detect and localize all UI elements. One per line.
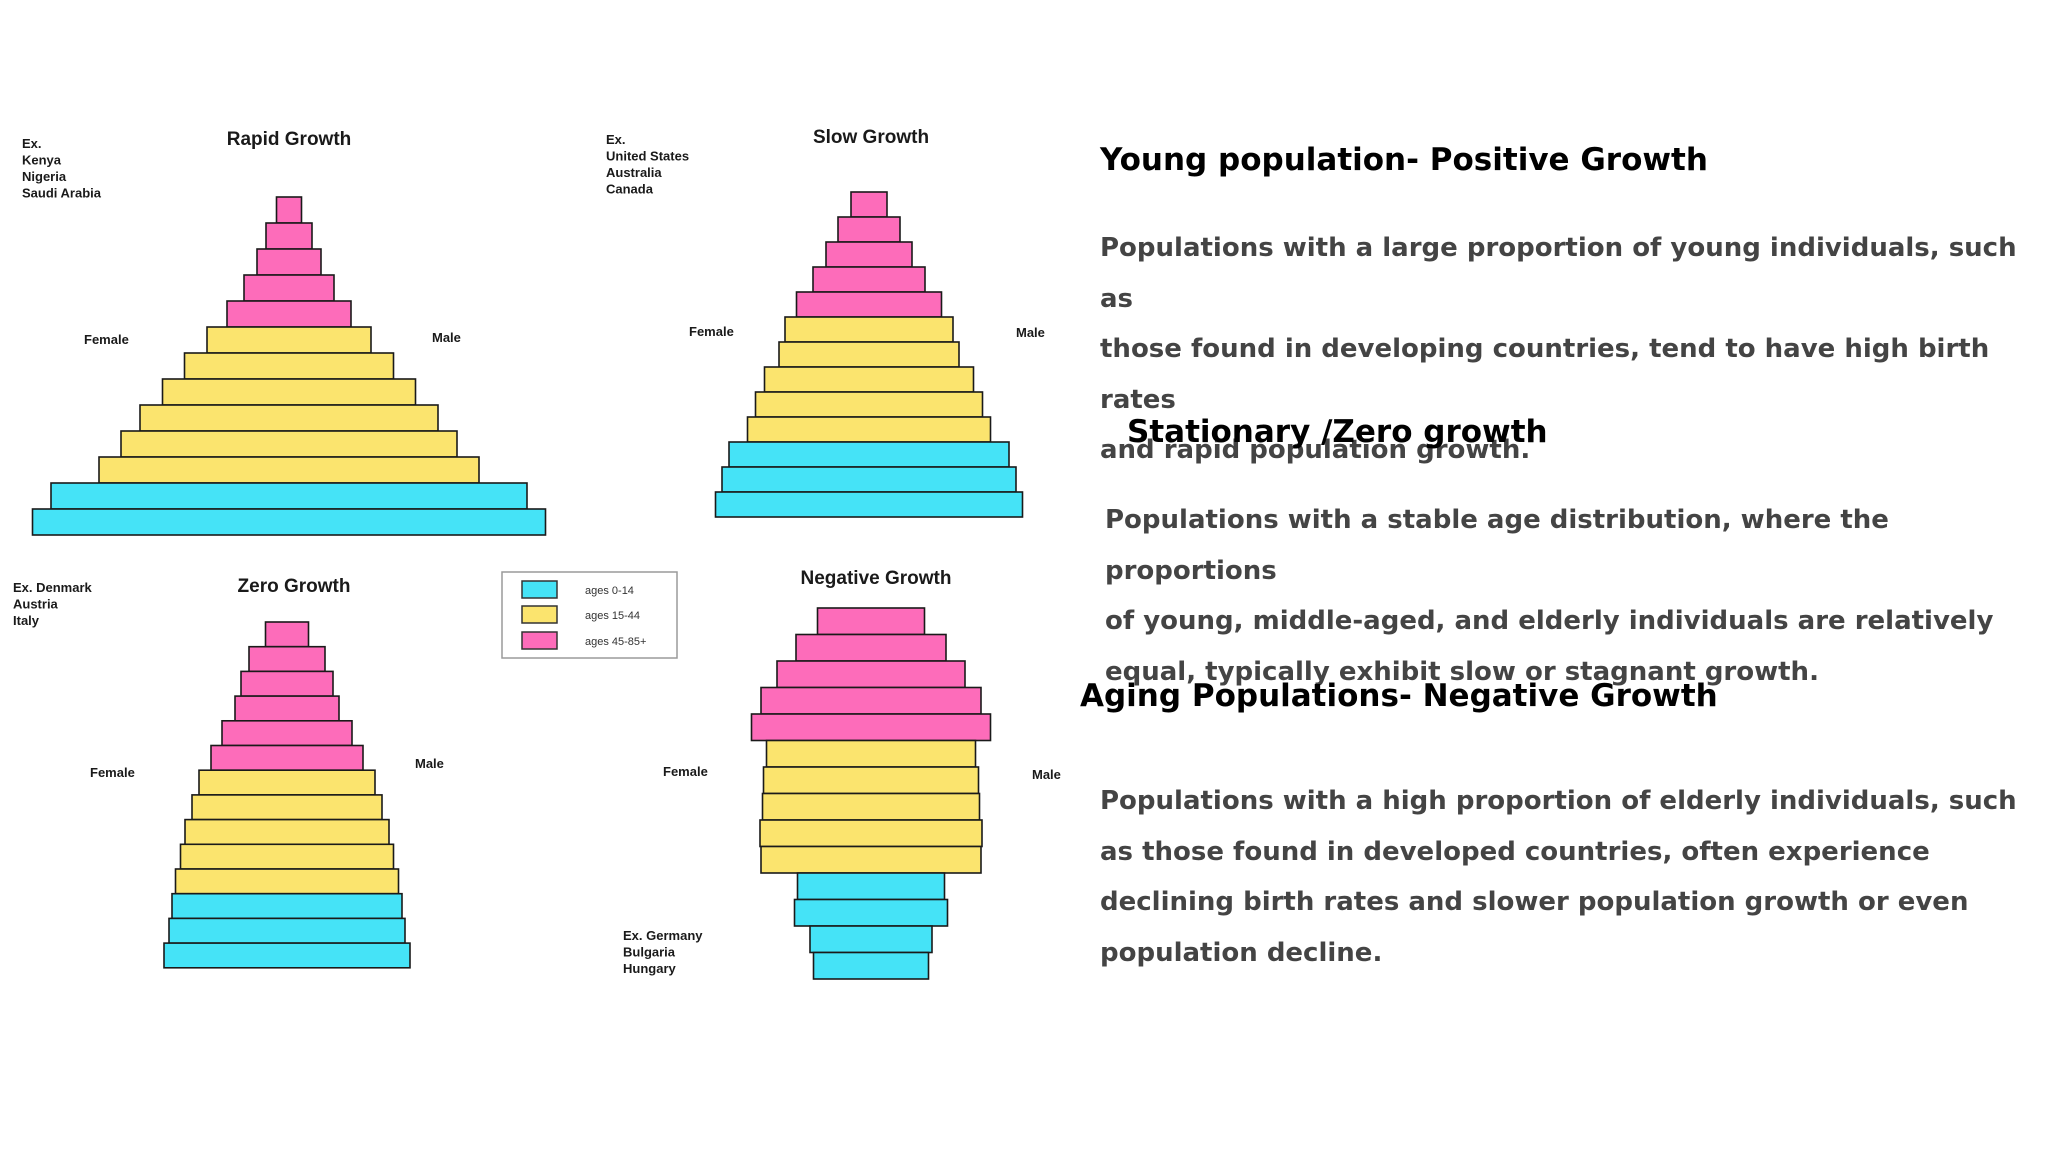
slow-growth-pyramid: Slow Growth Ex. United States Australia …: [606, 127, 1045, 518]
legend-swatch: [521, 605, 558, 624]
pyramid-title: Negative Growth: [801, 568, 952, 589]
pyramid-bar-ages-0-14: [171, 892, 403, 920]
pyramid-bar-ages-45-85plus: [221, 719, 353, 747]
pyramid-bar-ages-45-85plus: [275, 196, 303, 224]
pyramid-bar-ages-45-85plus: [248, 645, 326, 673]
male-label: Male: [415, 756, 444, 771]
pyramid-bar-ages-15-44: [784, 316, 954, 343]
pyramid-bar-ages-45-85plus: [795, 291, 943, 318]
pyramid-bar-ages-45-85plus: [795, 633, 947, 662]
pyramid-title: Slow Growth: [813, 127, 929, 148]
text-line: as those found in developed countries, o…: [1100, 836, 1930, 867]
pyramid-bar-ages-0-14: [714, 491, 1024, 518]
pyramid-bar-ages-0-14: [809, 925, 933, 954]
pyramid-bar-ages-45-85plus: [256, 248, 322, 276]
legend-swatch: [521, 631, 558, 650]
pyramid-bar-ages-15-44: [760, 845, 982, 874]
pyramid-bar-ages-45-85plus: [234, 695, 340, 722]
pyramid-bar-ages-15-44: [120, 430, 458, 458]
pyramid-bar-ages-45-85plus: [243, 274, 335, 302]
text-line: Populations with a large proportion of y…: [1100, 233, 2017, 314]
pyramid-bar-ages-15-44: [184, 818, 390, 846]
text-line: declining birth rates and slower populat…: [1100, 887, 1969, 917]
pyramid-bar-ages-45-85plus: [760, 686, 982, 715]
pyramid-bar-ages-45-85plus: [850, 191, 888, 218]
pyramid-bar-ages-45-85plus: [210, 744, 364, 772]
legend-label: ages 45-85+: [585, 636, 646, 648]
pyramid-bar-ages-45-85plus: [837, 216, 901, 243]
pyramid-bar-ages-0-14: [796, 872, 946, 901]
pyramid-bar-ages-15-44: [161, 378, 417, 406]
section-text-positive-growth: Populations with a large proportion of y…: [1100, 223, 2048, 476]
pyramid-bar-ages-0-14: [812, 951, 930, 980]
pyramid-bar-ages-45-85plus: [816, 607, 926, 636]
male-label: Male: [1032, 767, 1061, 782]
pyramid-bar-ages-45-85plus: [264, 621, 310, 648]
negative-growth-pyramid: Negative Growth Ex. Germany Bulgaria Hun…: [623, 568, 1061, 980]
section-text-zero-growth: Populations with a stable age distributi…: [1105, 495, 2048, 697]
pyramid-bar-ages-15-44: [763, 366, 975, 393]
section-text-negative-growth: Populations with a high proportion of el…: [1100, 776, 2017, 978]
zero-growth-pyramid: Zero Growth Ex. Denmark Austria Italy Fe…: [13, 576, 444, 969]
age-group-legend: ages 0-14 ages 15-44 ages 45-85+: [501, 571, 678, 659]
female-label: Female: [689, 324, 734, 339]
pyramid-bar-ages-45-85plus: [240, 670, 334, 697]
section-heading-negative-growth: Aging Populations- Negative Growth: [1080, 678, 1718, 714]
pyramid-bar-ages-15-44: [183, 352, 395, 380]
pyramid-bar-ages-15-44: [198, 769, 376, 796]
pyramid-bar-ages-15-44: [139, 404, 439, 432]
pyramid-bar-ages-15-44: [765, 739, 977, 768]
pyramid-title: Rapid Growth: [227, 129, 352, 150]
text-line: those found in developing countries, ten…: [1100, 334, 1990, 415]
pyramid-bar-ages-45-85plus: [825, 241, 913, 268]
pyramid-bar-ages-0-14: [793, 898, 949, 927]
male-label: Male: [432, 330, 461, 345]
female-label: Female: [90, 765, 135, 780]
female-label: Female: [663, 764, 708, 779]
section-heading-zero-growth: Stationary /Zero growth: [1127, 414, 1548, 450]
pyramid-examples: Ex. Kenya Nigeria Saudi Arabia: [22, 136, 102, 201]
pyramid-bar-ages-45-85plus: [226, 300, 352, 328]
pyramid-bar-ages-15-44: [778, 341, 960, 368]
pyramid-bar-ages-45-85plus: [812, 266, 926, 293]
legend-label: ages 0-14: [585, 585, 634, 597]
female-label: Female: [84, 332, 129, 347]
text-line: population decline.: [1100, 937, 1383, 968]
pyramid-bar-ages-45-85plus: [265, 222, 313, 250]
population-pyramids-figure: Rapid Growth Ex. Kenya Nigeria Saudi Ara…: [13, 127, 1061, 980]
pyramid-bar-ages-45-85plus: [776, 660, 966, 689]
pyramid-bar-ages-15-44: [206, 326, 372, 354]
text-line: equal, typically exhibit slow or stagnan…: [1105, 656, 1819, 687]
section-heading-positive-growth: Young population- Positive Growth: [1100, 142, 1708, 178]
legend-label: ages 15-44: [585, 610, 640, 622]
pyramid-bar-ages-15-44: [179, 843, 395, 870]
pyramid-bar-ages-0-14: [31, 508, 547, 536]
pyramid-bar-ages-15-44: [746, 416, 992, 443]
male-label: Male: [1016, 325, 1045, 340]
pyramid-bar-ages-15-44: [754, 391, 984, 418]
pyramid-examples: Ex. Denmark Austria Italy: [13, 580, 95, 628]
text-line: and rapid population growth.: [1100, 435, 1531, 465]
pyramid-bar-ages-0-14: [163, 942, 411, 969]
text-line: Populations with a high proportion of el…: [1100, 786, 2017, 816]
rapid-growth-pyramid: Rapid Growth Ex. Kenya Nigeria Saudi Ara…: [22, 129, 547, 536]
pyramid-bar-ages-0-14: [50, 482, 528, 510]
pyramid-bar-ages-0-14: [728, 441, 1010, 468]
pyramid-bar-ages-45-85plus: [750, 713, 992, 742]
pyramid-title: Zero Growth: [238, 576, 351, 597]
pyramid-bar-ages-15-44: [191, 794, 383, 821]
pyramid-examples: Ex. Germany Bulgaria Hungary: [623, 928, 706, 976]
text-line: of young, middle-aged, and elderly indiv…: [1105, 606, 1994, 636]
pyramid-bar-ages-15-44: [98, 456, 480, 484]
text-line: Populations with a stable age distributi…: [1105, 505, 1889, 586]
pyramid-bar-ages-0-14: [721, 466, 1017, 493]
pyramid-examples: Ex. United States Australia Canada: [606, 132, 693, 197]
pyramid-bar-ages-15-44: [759, 819, 983, 848]
pyramid-bar-ages-15-44: [762, 766, 980, 795]
pyramid-bar-ages-15-44: [761, 792, 981, 821]
legend-swatch: [521, 580, 558, 599]
pyramid-bar-ages-0-14: [168, 917, 406, 944]
pyramid-bar-ages-15-44: [174, 868, 400, 895]
